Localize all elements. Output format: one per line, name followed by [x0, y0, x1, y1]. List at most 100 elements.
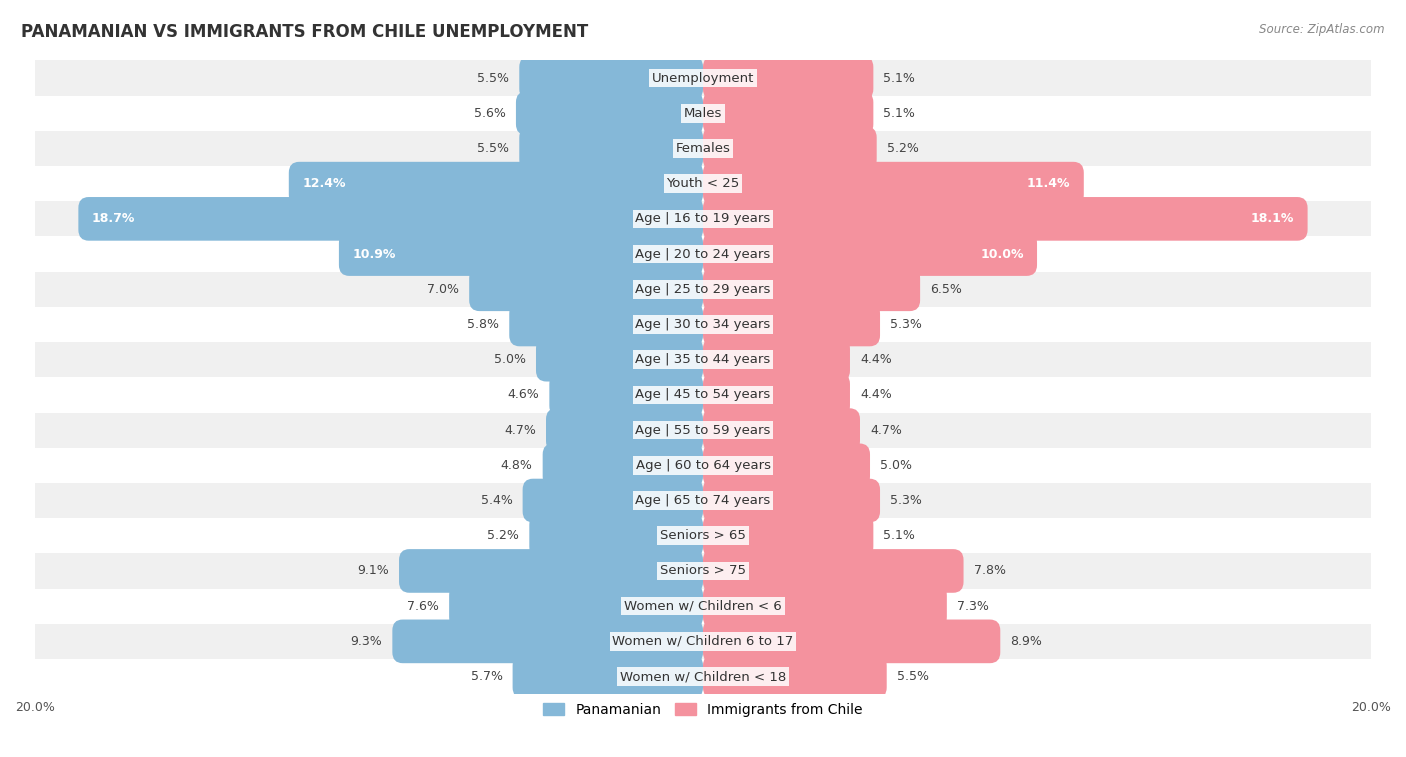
Text: 4.6%: 4.6%	[508, 388, 540, 401]
FancyBboxPatch shape	[703, 408, 860, 452]
Text: 6.5%: 6.5%	[931, 283, 962, 296]
Text: 5.1%: 5.1%	[883, 71, 915, 85]
FancyBboxPatch shape	[703, 619, 1000, 663]
Text: Age | 60 to 64 years: Age | 60 to 64 years	[636, 459, 770, 472]
Text: 5.1%: 5.1%	[883, 107, 915, 120]
FancyBboxPatch shape	[703, 549, 963, 593]
FancyBboxPatch shape	[703, 338, 851, 382]
Text: 5.3%: 5.3%	[890, 494, 922, 507]
FancyBboxPatch shape	[546, 408, 703, 452]
FancyBboxPatch shape	[703, 514, 873, 558]
FancyBboxPatch shape	[339, 232, 703, 276]
Text: 4.4%: 4.4%	[860, 388, 891, 401]
Text: Age | 25 to 29 years: Age | 25 to 29 years	[636, 283, 770, 296]
Text: 5.0%: 5.0%	[880, 459, 912, 472]
Text: 9.1%: 9.1%	[357, 565, 389, 578]
Text: 4.7%: 4.7%	[505, 424, 536, 437]
Text: Women w/ Children < 18: Women w/ Children < 18	[620, 670, 786, 683]
Text: 10.9%: 10.9%	[353, 248, 395, 260]
Bar	[35, 518, 1371, 553]
FancyBboxPatch shape	[399, 549, 703, 593]
Text: Females: Females	[675, 142, 731, 155]
Text: Unemployment: Unemployment	[652, 71, 754, 85]
Text: 9.3%: 9.3%	[350, 635, 382, 648]
Text: 18.1%: 18.1%	[1251, 213, 1295, 226]
FancyBboxPatch shape	[703, 197, 1308, 241]
Text: 5.6%: 5.6%	[474, 107, 506, 120]
Text: Age | 35 to 44 years: Age | 35 to 44 years	[636, 354, 770, 366]
Text: 5.1%: 5.1%	[883, 529, 915, 542]
Text: 11.4%: 11.4%	[1026, 177, 1070, 190]
FancyBboxPatch shape	[79, 197, 703, 241]
FancyBboxPatch shape	[519, 56, 703, 100]
Text: 4.7%: 4.7%	[870, 424, 901, 437]
Bar	[35, 553, 1371, 588]
Text: Age | 55 to 59 years: Age | 55 to 59 years	[636, 424, 770, 437]
Text: Seniors > 65: Seniors > 65	[659, 529, 747, 542]
FancyBboxPatch shape	[703, 92, 873, 135]
Bar	[35, 377, 1371, 413]
Bar	[35, 447, 1371, 483]
Bar	[35, 483, 1371, 518]
Text: Age | 20 to 24 years: Age | 20 to 24 years	[636, 248, 770, 260]
FancyBboxPatch shape	[513, 655, 703, 699]
Text: Source: ZipAtlas.com: Source: ZipAtlas.com	[1260, 23, 1385, 36]
FancyBboxPatch shape	[509, 303, 703, 346]
Text: 10.0%: 10.0%	[980, 248, 1024, 260]
Bar	[35, 624, 1371, 659]
Bar	[35, 588, 1371, 624]
FancyBboxPatch shape	[550, 373, 703, 417]
FancyBboxPatch shape	[449, 584, 703, 628]
FancyBboxPatch shape	[470, 267, 703, 311]
Text: 5.8%: 5.8%	[467, 318, 499, 331]
FancyBboxPatch shape	[703, 126, 877, 170]
Text: 12.4%: 12.4%	[302, 177, 346, 190]
FancyBboxPatch shape	[703, 56, 873, 100]
Text: 4.8%: 4.8%	[501, 459, 533, 472]
Bar	[35, 61, 1371, 95]
Bar	[35, 236, 1371, 272]
Text: 5.3%: 5.3%	[890, 318, 922, 331]
FancyBboxPatch shape	[523, 478, 703, 522]
Text: Seniors > 75: Seniors > 75	[659, 565, 747, 578]
FancyBboxPatch shape	[703, 162, 1084, 205]
Text: 5.2%: 5.2%	[488, 529, 519, 542]
Text: Youth < 25: Youth < 25	[666, 177, 740, 190]
FancyBboxPatch shape	[529, 514, 703, 558]
Bar	[35, 131, 1371, 166]
Bar	[35, 201, 1371, 236]
FancyBboxPatch shape	[703, 478, 880, 522]
Text: 5.0%: 5.0%	[494, 354, 526, 366]
FancyBboxPatch shape	[703, 444, 870, 488]
Text: 5.7%: 5.7%	[471, 670, 502, 683]
FancyBboxPatch shape	[536, 338, 703, 382]
Bar	[35, 413, 1371, 447]
Bar	[35, 342, 1371, 377]
FancyBboxPatch shape	[519, 126, 703, 170]
Text: 7.3%: 7.3%	[957, 600, 988, 612]
Text: 5.5%: 5.5%	[477, 142, 509, 155]
Text: Males: Males	[683, 107, 723, 120]
FancyBboxPatch shape	[703, 232, 1038, 276]
FancyBboxPatch shape	[703, 655, 887, 699]
Text: Age | 16 to 19 years: Age | 16 to 19 years	[636, 213, 770, 226]
Text: Age | 30 to 34 years: Age | 30 to 34 years	[636, 318, 770, 331]
Text: 7.6%: 7.6%	[408, 600, 439, 612]
Text: Women w/ Children < 6: Women w/ Children < 6	[624, 600, 782, 612]
Text: PANAMANIAN VS IMMIGRANTS FROM CHILE UNEMPLOYMENT: PANAMANIAN VS IMMIGRANTS FROM CHILE UNEM…	[21, 23, 588, 41]
Bar	[35, 166, 1371, 201]
Text: Age | 45 to 54 years: Age | 45 to 54 years	[636, 388, 770, 401]
Bar	[35, 659, 1371, 694]
Text: 5.2%: 5.2%	[887, 142, 918, 155]
Text: 18.7%: 18.7%	[91, 213, 135, 226]
FancyBboxPatch shape	[703, 267, 920, 311]
Text: 5.5%: 5.5%	[897, 670, 929, 683]
Bar	[35, 272, 1371, 307]
Text: 4.4%: 4.4%	[860, 354, 891, 366]
Text: 7.0%: 7.0%	[427, 283, 460, 296]
FancyBboxPatch shape	[703, 584, 946, 628]
FancyBboxPatch shape	[516, 92, 703, 135]
FancyBboxPatch shape	[288, 162, 703, 205]
FancyBboxPatch shape	[392, 619, 703, 663]
Text: 7.8%: 7.8%	[973, 565, 1005, 578]
